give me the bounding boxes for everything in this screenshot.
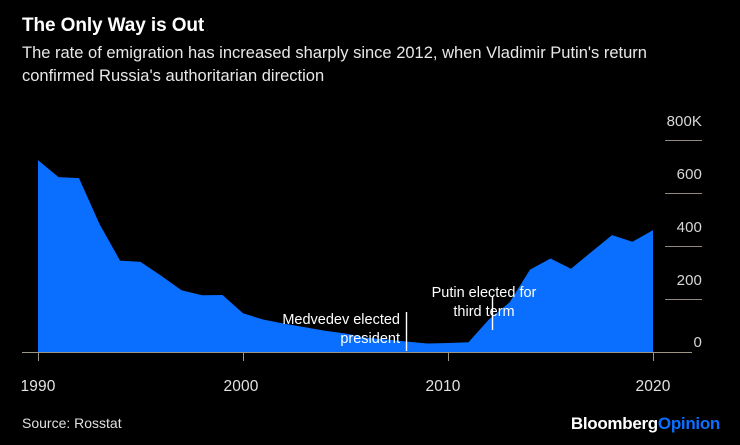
brand-opinion-text: Opinion bbox=[657, 414, 720, 433]
y-axis-ticks bbox=[665, 140, 702, 300]
y-tick-label-600: 600 bbox=[676, 166, 702, 183]
x-tick-label-2010: 2010 bbox=[425, 378, 461, 395]
brand-bloomberg-text: Bloomberg bbox=[570, 414, 658, 433]
chart-header: The Only Way is Out The rate of emigrati… bbox=[22, 14, 702, 88]
page-title: The Only Way is Out bbox=[22, 15, 205, 36]
annotation-leader-lines bbox=[405, 296, 494, 351]
y-tick-label-200: 200 bbox=[676, 272, 702, 289]
y-tick-label-800k: 800K bbox=[666, 113, 702, 130]
annotation-putin-elected-third-term: Putin elected for third term bbox=[431, 285, 537, 320]
annotation-medvedev-elected-president: Medvedev elected president bbox=[282, 312, 400, 347]
series-area-emigration bbox=[38, 160, 653, 352]
bloomberg-opinion-logo: BloombergOpinion bbox=[571, 414, 720, 434]
x-axis-ticks bbox=[38, 353, 654, 361]
x-tick-label-2020: 2020 bbox=[635, 378, 671, 395]
chart-subtitle: The rate of emigration has increased sha… bbox=[22, 44, 647, 85]
x-tick-label-1990: 1990 bbox=[20, 378, 56, 395]
x-tick-label-2000: 2000 bbox=[223, 378, 259, 395]
source-note: Source: Rosstat bbox=[22, 415, 122, 431]
y-tick-label-0: 0 bbox=[693, 334, 702, 351]
y-tick-label-400: 400 bbox=[676, 219, 702, 236]
